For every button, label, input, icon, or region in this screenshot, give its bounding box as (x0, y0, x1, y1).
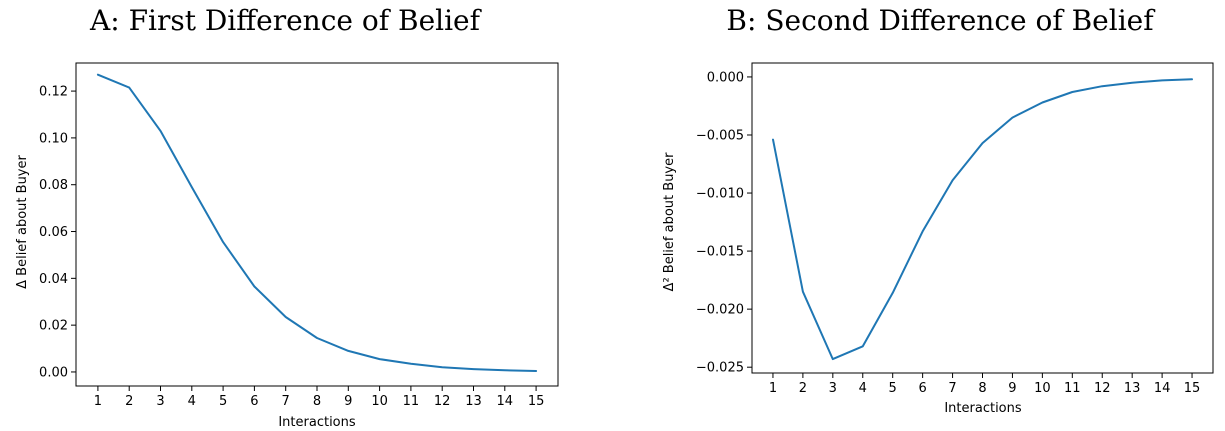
y-tick-label: −0.020 (696, 303, 744, 318)
x-tick-label: 14 (1154, 381, 1171, 396)
x-tick-label: 15 (528, 394, 545, 409)
x-tick-label: 12 (1094, 381, 1111, 396)
x-tick-label: 2 (125, 394, 133, 409)
x-tick-label: 6 (918, 381, 926, 396)
x-tick-label: 7 (282, 394, 290, 409)
x-tick-label: 13 (465, 394, 482, 409)
y-tick-label: 0.06 (39, 225, 68, 240)
series-line (772, 78, 1193, 361)
chart-title: B: Second Difference of Belief (726, 4, 1156, 37)
x-axis-label: Interactions (944, 401, 1022, 416)
y-tick-label: 0.00 (39, 365, 68, 380)
x-tick-label: 7 (948, 381, 956, 396)
y-axis-label: Δ² Belief about Buyer (662, 152, 677, 292)
y-tick-label: 0.08 (39, 178, 68, 193)
x-tick-label: 10 (371, 394, 388, 409)
x-tick-label: 9 (344, 394, 352, 409)
series-line (96, 73, 538, 372)
panel-b: B: Second Difference of Belief Interacti… (662, 4, 1214, 416)
y-tick-label: −0.005 (696, 128, 744, 143)
y-tick-label: 0.02 (39, 319, 68, 334)
x-tick-label: 8 (978, 381, 986, 396)
y-tick-label: −0.010 (696, 187, 744, 202)
x-tick-label: 11 (1064, 381, 1081, 396)
x-tick-label: 15 (1184, 381, 1201, 396)
data-marks (772, 78, 1193, 361)
x-axis-label: Interactions (278, 415, 356, 430)
panel-a: A: First Difference of Belief Interactio… (15, 4, 559, 430)
data-marks (96, 73, 538, 372)
x-tick-label: 4 (188, 394, 196, 409)
y-tick-label: 0.12 (39, 85, 68, 100)
axis-ticks: 1 2 3 4 5 6 7 8 9 10 11 12 13 14 150.000.020.040.060.0… (39, 85, 544, 409)
axis-ticks: 1 2 3 4 5 6 7 8 9 10 11 12 13 14 150.000−0.005−0.010−0… (696, 70, 1200, 396)
x-tick-label: 13 (1124, 381, 1141, 396)
chart-title: A: First Difference of Belief (89, 4, 483, 37)
y-tick-label: 0.04 (39, 272, 68, 287)
x-tick-label: 2 (799, 381, 807, 396)
x-tick-label: 4 (859, 381, 867, 396)
x-tick-label: 5 (889, 381, 897, 396)
x-tick-label: 1 (94, 394, 102, 409)
y-tick-label: 0.000 (707, 70, 744, 85)
x-tick-label: 3 (156, 394, 164, 409)
x-tick-label: 14 (497, 394, 514, 409)
x-tick-label: 9 (1008, 381, 1016, 396)
x-tick-label: 1 (769, 381, 777, 396)
x-tick-label: 12 (434, 394, 451, 409)
x-tick-label: 3 (829, 381, 837, 396)
plot-frame (75, 62, 559, 387)
y-axis-label: Δ Belief about Buyer (15, 154, 30, 288)
y-tick-label: −0.015 (696, 245, 744, 260)
x-tick-label: 5 (219, 394, 227, 409)
y-tick-label: 0.10 (39, 131, 68, 146)
x-tick-label: 11 (403, 394, 420, 409)
plot-frame (751, 62, 1214, 374)
y-tick-label: −0.025 (696, 361, 744, 376)
x-tick-label: 10 (1034, 381, 1051, 396)
x-tick-label: 6 (250, 394, 258, 409)
x-tick-label: 8 (313, 394, 321, 409)
